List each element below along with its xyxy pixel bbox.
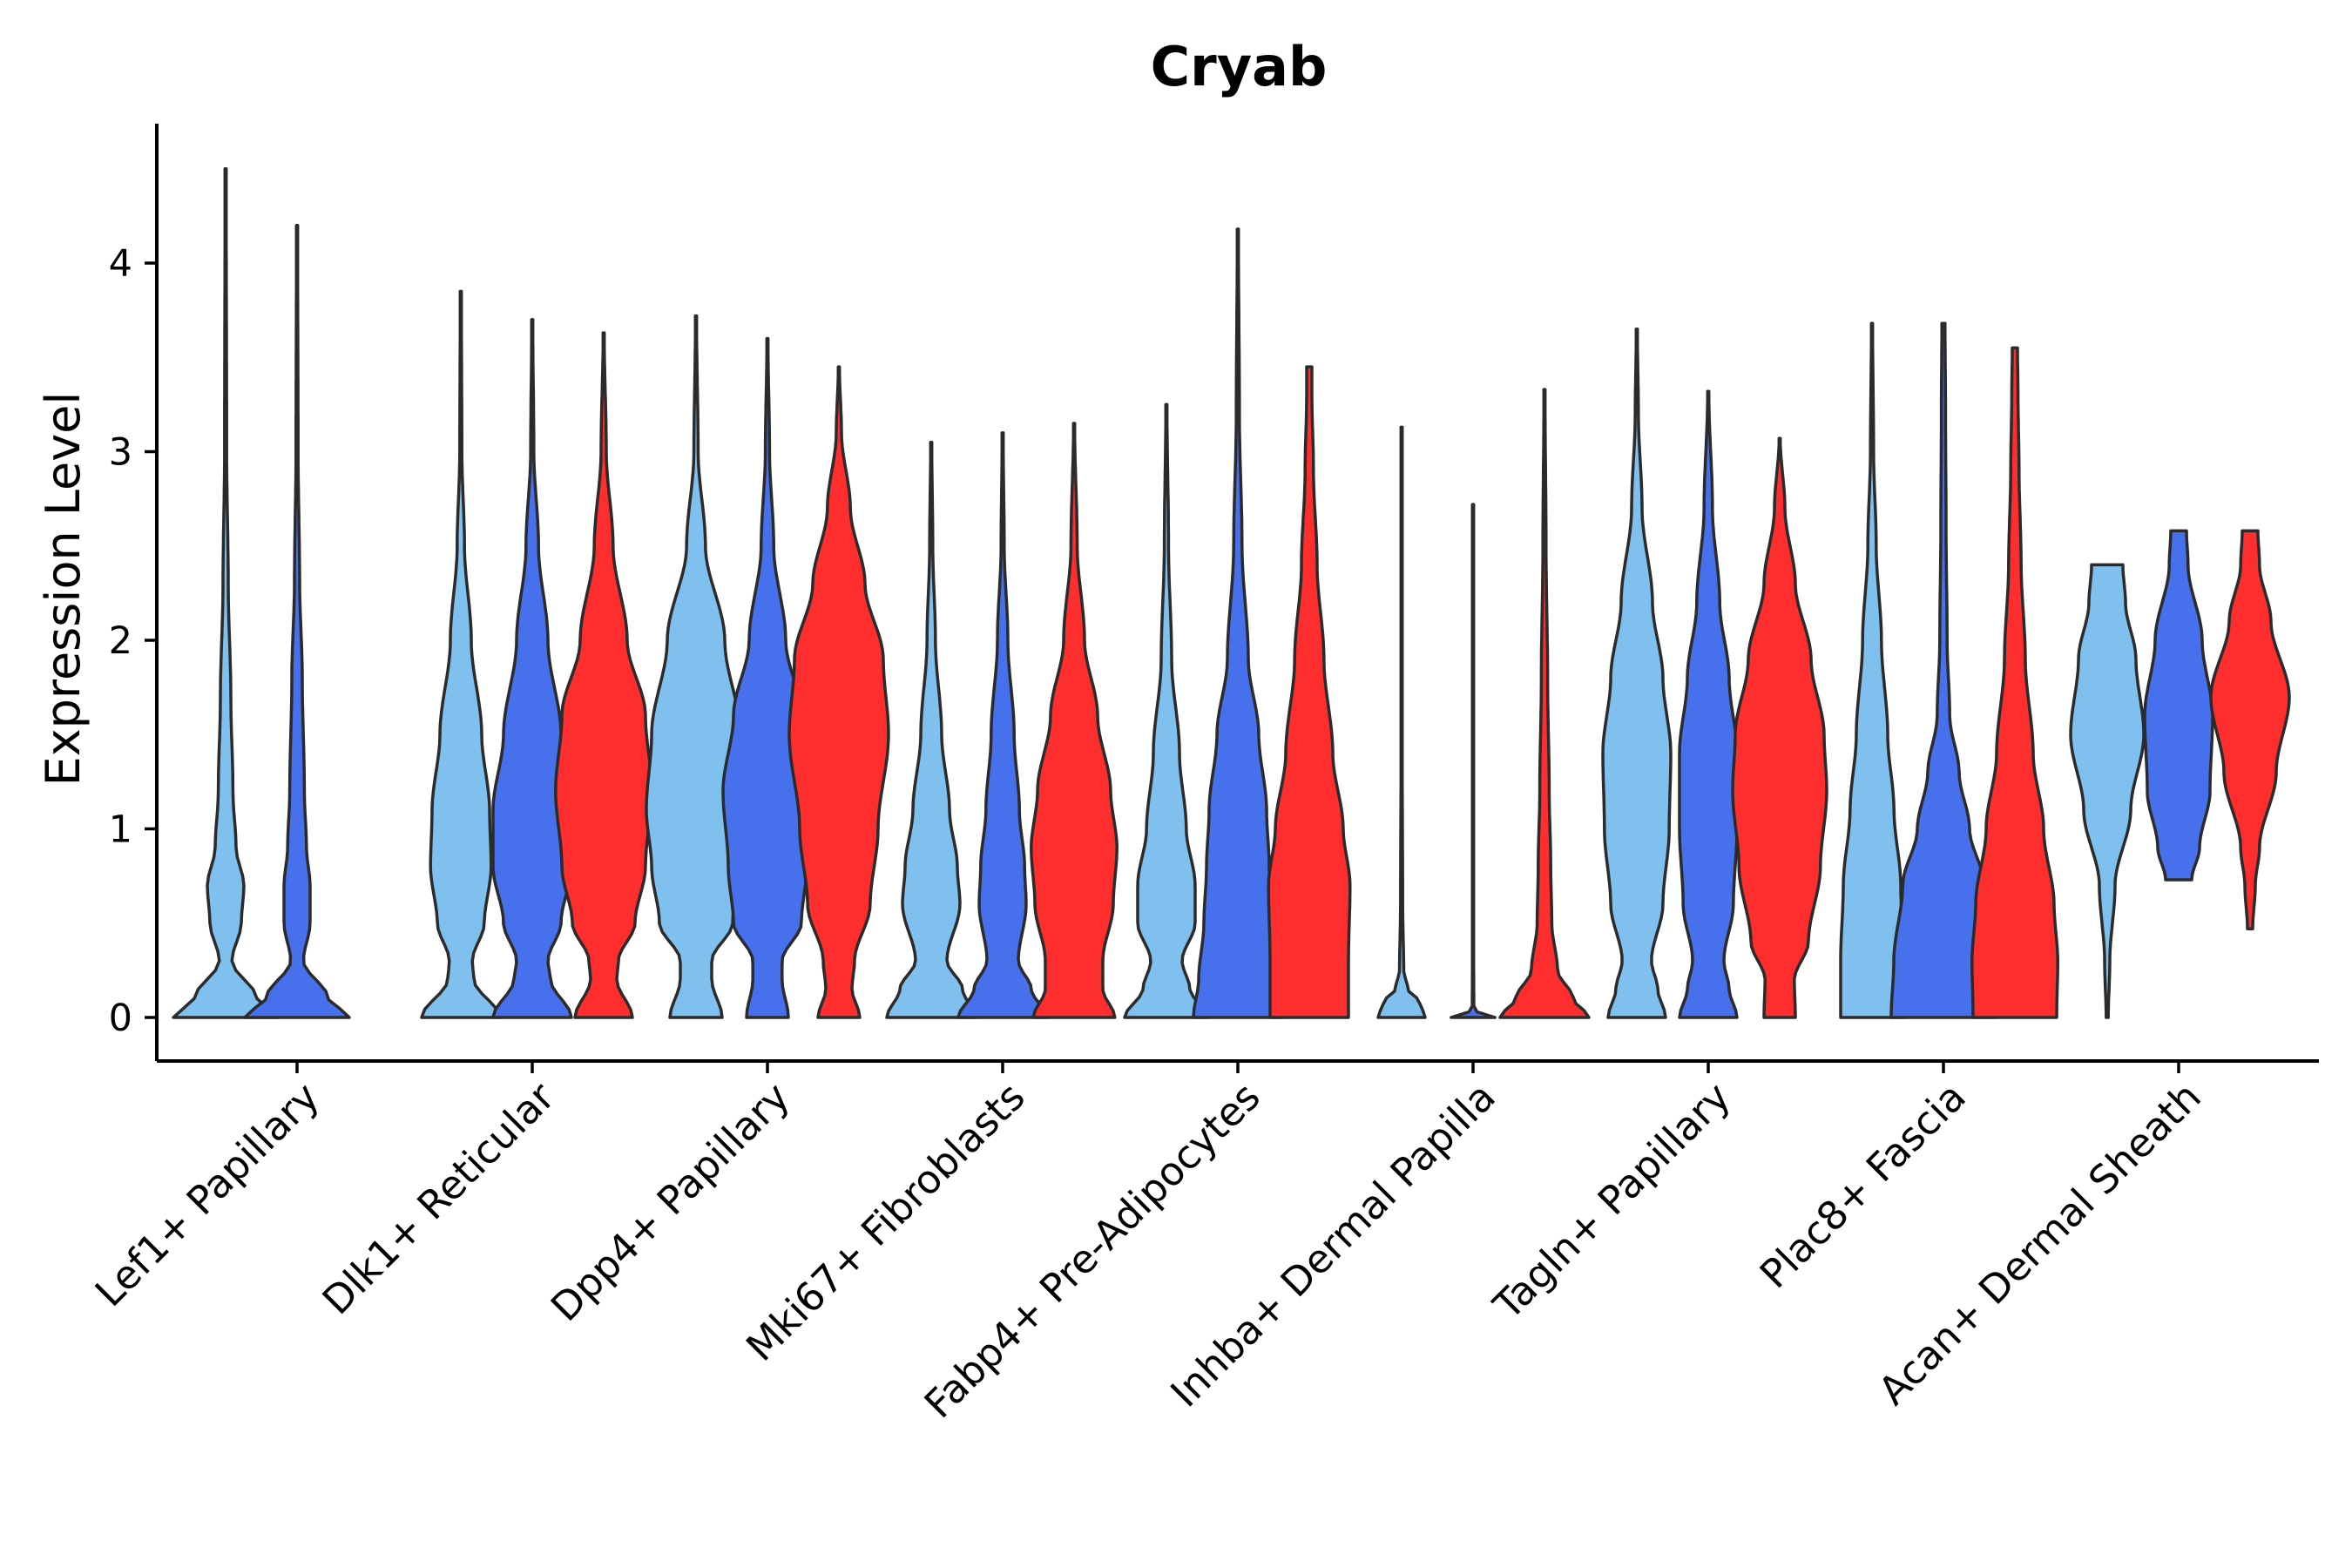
y-tick-label: 1 xyxy=(109,808,132,852)
violin-group-1 xyxy=(1123,402,1210,1019)
violin-group-1 xyxy=(1601,328,1673,1019)
violin-group-1 xyxy=(645,314,747,1019)
violin-group-2 xyxy=(1192,227,1284,1019)
violin-group-3 xyxy=(1731,436,1828,1019)
y-axis-label: Expression Level xyxy=(36,392,91,787)
violin-group-2 xyxy=(956,431,1049,1019)
violin-group-1 xyxy=(420,289,502,1019)
violin-group-1 xyxy=(885,440,977,1019)
violin-group-1 xyxy=(1839,321,1905,1019)
violin-group-2 xyxy=(243,223,351,1019)
y-tick-label: 4 xyxy=(109,242,132,286)
violin-group-3 xyxy=(1267,365,1352,1019)
chart-title: Cryab xyxy=(1151,35,1328,98)
violin-group-1 xyxy=(2069,563,2146,1019)
category-label: Dpp4+ Papillary xyxy=(542,1073,799,1330)
violin-group-1 xyxy=(172,167,280,1019)
category-label: Tagln+ Papillary xyxy=(1484,1073,1740,1328)
violin-group-3 xyxy=(787,365,890,1019)
violin-group-3 xyxy=(554,331,653,1019)
violin-group-1 xyxy=(1376,425,1427,1019)
violin-group-2 xyxy=(1889,321,1997,1019)
category-label: Lef1+ Papillary xyxy=(86,1073,328,1315)
violin-group-3 xyxy=(1030,422,1119,1019)
violin-group-2 xyxy=(491,318,573,1019)
category-label: Dlk1+ Reticular xyxy=(314,1073,564,1323)
y-ticks: 0 1 2 3 4 xyxy=(109,242,157,1040)
violin-group-2 xyxy=(2143,529,2214,882)
y-tick-label: 0 xyxy=(109,997,132,1040)
category-label: Plac8+ Fascia xyxy=(1751,1073,1975,1297)
violin-group-2 xyxy=(1678,389,1739,1019)
y-tick-label: 3 xyxy=(109,431,132,475)
violin-group-3 xyxy=(1498,388,1591,1019)
violin-group-3 xyxy=(1970,346,2059,1019)
violin-group xyxy=(172,167,2291,1019)
violin-group-3 xyxy=(2209,529,2291,930)
y-tick-label: 2 xyxy=(109,619,132,663)
violin-group-2 xyxy=(1450,503,1497,1019)
